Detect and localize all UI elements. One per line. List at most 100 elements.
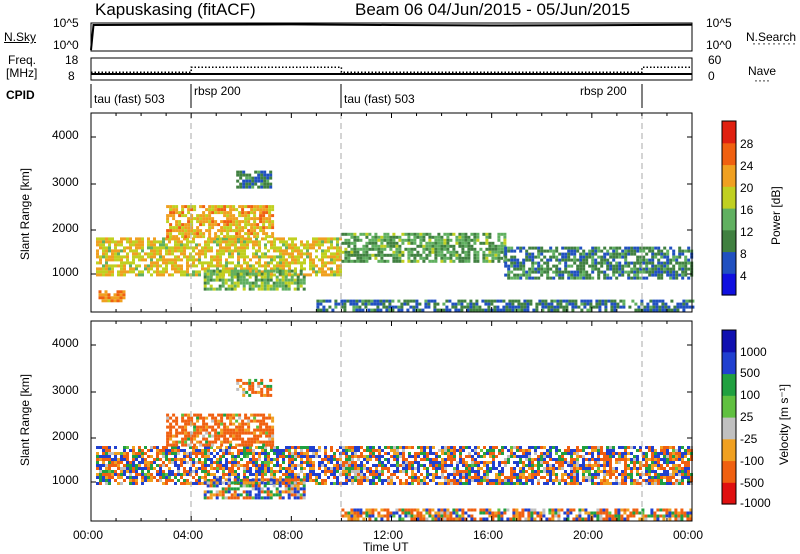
velocity-cell	[441, 458, 444, 461]
velocity-cell	[669, 458, 672, 461]
power-cell	[303, 267, 306, 271]
velocity-cell	[372, 473, 375, 476]
velocity-cell	[262, 431, 266, 435]
power-cell	[639, 255, 643, 259]
power-cell	[246, 267, 249, 271]
power-cell	[250, 226, 254, 230]
power-cell	[520, 302, 524, 306]
velocity-cell	[306, 449, 309, 452]
velocity-cell	[199, 431, 203, 435]
velocity-cell	[111, 464, 114, 467]
power-cell	[401, 238, 405, 242]
velocity-cell	[223, 437, 227, 441]
power-cell	[443, 238, 447, 242]
velocity-cell	[468, 476, 471, 479]
velocity-cell	[180, 458, 183, 461]
power-cell	[388, 302, 392, 306]
velocity-cell	[681, 479, 684, 482]
velocity-cell	[184, 434, 188, 438]
power-cell	[291, 243, 294, 247]
power-cell	[177, 255, 180, 259]
velocity-cell	[196, 419, 200, 423]
velocity-cell	[174, 473, 177, 476]
velocity-cell	[345, 452, 348, 455]
power-cell	[336, 258, 339, 262]
power-cell	[400, 302, 404, 306]
velocity-cell	[300, 449, 303, 452]
power-cell	[196, 220, 200, 224]
velocity-cell	[258, 482, 261, 485]
power-cell	[242, 278, 246, 282]
power-cell	[600, 264, 604, 268]
power-cell	[458, 256, 462, 260]
velocity-cell	[666, 470, 669, 473]
power-cell	[397, 308, 401, 312]
power-cell	[497, 238, 501, 242]
velocity-cell	[546, 449, 549, 452]
power-cell	[585, 258, 589, 262]
power-cell	[196, 232, 200, 236]
power-cell	[156, 273, 159, 277]
velocity-cell	[429, 464, 432, 467]
power-cell	[383, 247, 387, 251]
velocity-cell	[555, 467, 558, 470]
power-cell	[117, 255, 120, 259]
velocity-cell	[222, 476, 225, 479]
power-cell	[528, 252, 532, 256]
velocity-cell	[186, 455, 189, 458]
velocity-cell	[247, 419, 251, 423]
velocity-cell	[309, 464, 312, 467]
power-cell	[186, 240, 189, 244]
power-cell	[570, 249, 574, 253]
velocity-cell	[618, 461, 621, 464]
power-cell	[117, 273, 120, 277]
power-cell	[534, 267, 538, 271]
velocity-cell	[567, 464, 570, 467]
power-cell	[257, 176, 261, 180]
velocity-cell	[393, 473, 396, 476]
velocity-cell	[240, 479, 243, 482]
velocity-cell	[375, 464, 378, 467]
velocity-cell	[588, 446, 591, 449]
power-cell	[526, 302, 530, 306]
velocity-cell	[186, 452, 189, 455]
power-cell	[254, 179, 258, 183]
velocity-cell	[132, 455, 135, 458]
power-cell	[434, 247, 438, 251]
velocity-cell	[183, 473, 186, 476]
power-cell	[120, 255, 123, 259]
velocity-cell	[240, 458, 243, 461]
velocity-cell	[342, 473, 345, 476]
velocity-cell	[264, 458, 267, 461]
power-cell	[667, 305, 671, 309]
velocity-cell	[237, 473, 240, 476]
power-cell	[594, 264, 598, 268]
velocity-cell	[579, 467, 582, 470]
velocity-cell	[657, 455, 660, 458]
power-cell	[654, 246, 658, 250]
power-cell	[162, 255, 165, 259]
velocity-cell	[291, 464, 294, 467]
velocity-cell	[240, 449, 243, 452]
velocity-cell	[174, 455, 177, 458]
power-cell	[660, 273, 664, 277]
power-cell	[517, 305, 521, 309]
velocity-cell	[243, 470, 246, 473]
velocity-cell	[348, 449, 351, 452]
power-cell	[300, 240, 303, 244]
velocity-cell	[522, 461, 525, 464]
power-cell	[265, 235, 269, 239]
velocity-cell	[268, 416, 272, 420]
power-cell	[282, 249, 285, 253]
velocity-cell	[147, 473, 150, 476]
power-cell	[333, 273, 336, 277]
power-cell	[382, 299, 386, 303]
velocity-cell	[660, 449, 663, 452]
velocity-cell	[141, 482, 144, 485]
power-cell	[446, 256, 450, 260]
power-cell	[229, 235, 233, 239]
power-cell	[398, 235, 402, 239]
power-cell	[165, 270, 168, 274]
velocity-cell	[141, 476, 144, 479]
power-cell	[258, 246, 261, 250]
